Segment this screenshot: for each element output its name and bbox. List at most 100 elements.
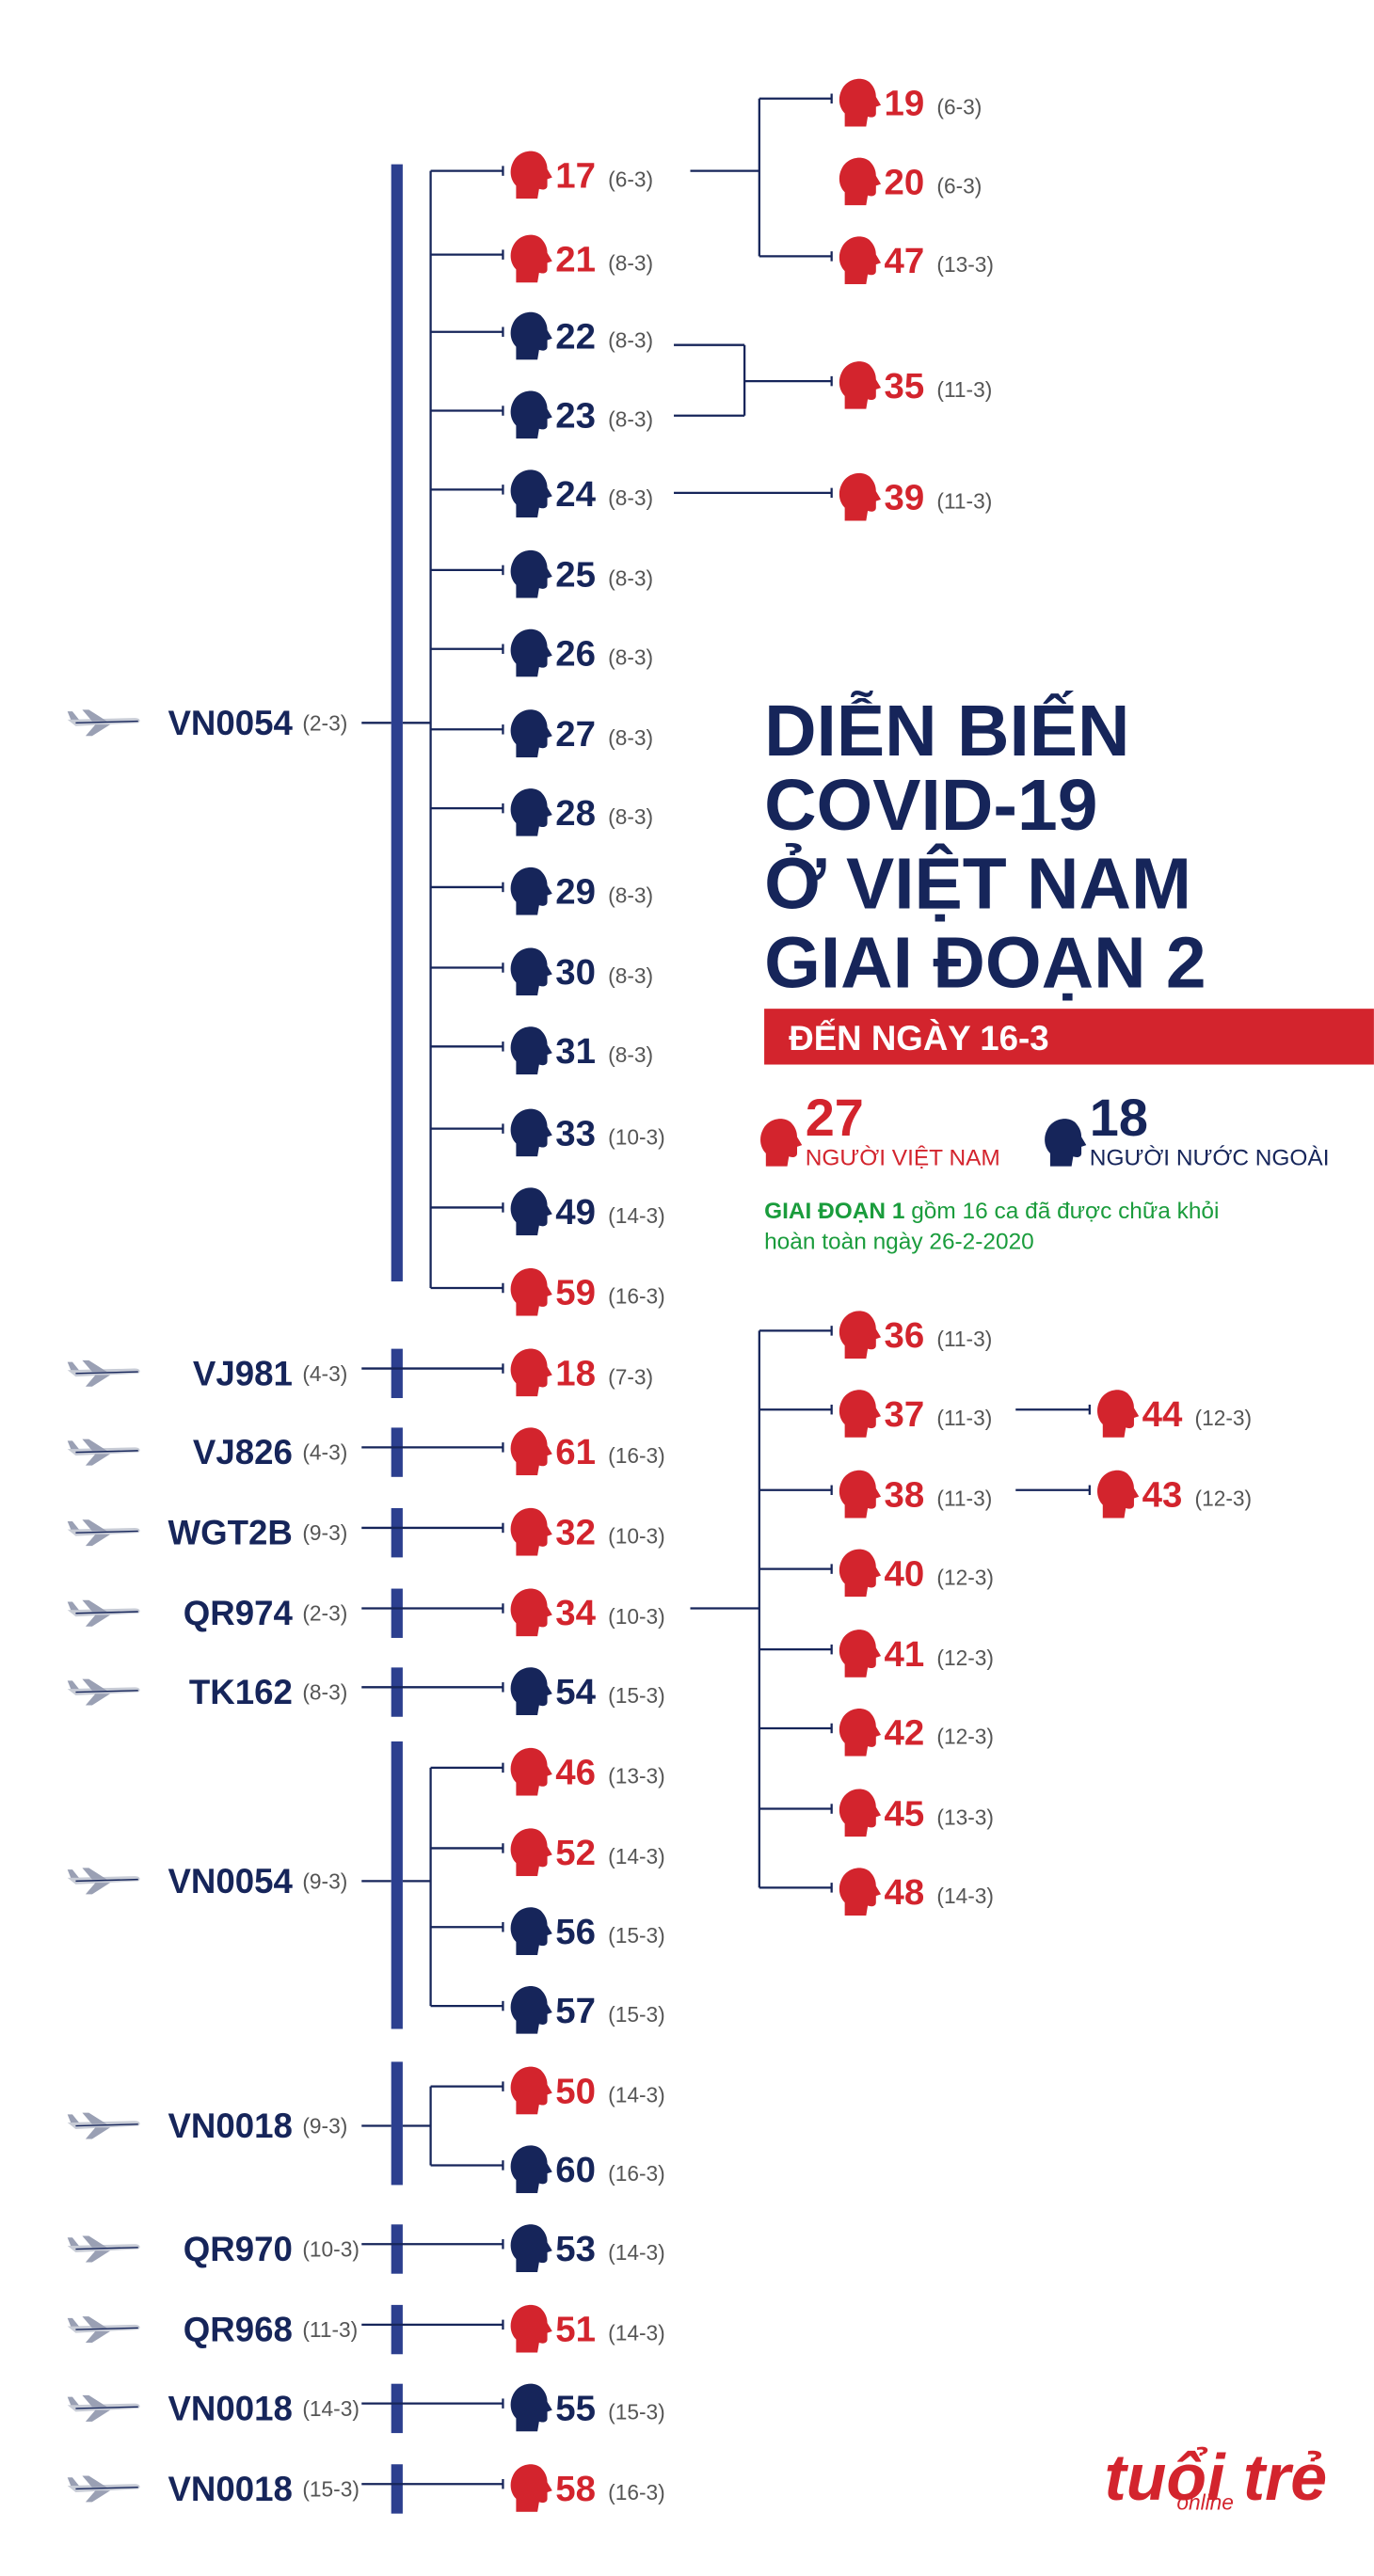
person-icon xyxy=(510,628,552,677)
case-date: (7-3) xyxy=(608,1364,653,1389)
case-number: 24 xyxy=(555,474,596,515)
case-date: (8-3) xyxy=(608,883,653,908)
flight-bar xyxy=(391,2304,403,2355)
case-date: (8-3) xyxy=(608,644,653,669)
flight-date: (10-3) xyxy=(302,2237,359,2262)
legend-icon xyxy=(1045,1119,1087,1167)
case-date: (8-3) xyxy=(608,963,653,988)
person-icon xyxy=(510,151,552,199)
note-bold: GIAI ĐOẠN 1 xyxy=(764,1198,904,1223)
case-number: 59 xyxy=(555,1273,596,1313)
note-text: gồm 16 ca đã được chữa khỏi xyxy=(904,1198,1219,1223)
legend-count: 27 xyxy=(806,1088,864,1147)
flight-bar xyxy=(391,1348,403,1398)
case-date: (13-3) xyxy=(936,252,994,277)
person-icon xyxy=(839,361,882,409)
case-date: (11-3) xyxy=(936,1327,992,1351)
person-icon xyxy=(510,2304,552,2353)
plane-icon xyxy=(66,1360,141,1388)
case-number: 30 xyxy=(555,952,596,993)
flight-date: (4-3) xyxy=(302,1440,347,1465)
case-number: 22 xyxy=(555,316,596,357)
case-date: (11-3) xyxy=(936,489,992,514)
flight-bar xyxy=(391,1667,403,1717)
person-icon xyxy=(510,2383,552,2432)
flight-date: (9-3) xyxy=(302,1868,347,1893)
case-date: (8-3) xyxy=(608,725,653,750)
title-line: Ở VIỆT NAM xyxy=(764,844,1191,925)
plane-icon xyxy=(66,2474,141,2504)
case-date: (14-3) xyxy=(608,2082,665,2107)
person-icon xyxy=(839,157,882,206)
plane-icon xyxy=(66,1678,141,1707)
flight-code: VN0018 xyxy=(168,2470,292,2508)
person-icon xyxy=(510,1747,552,1796)
case-date: (8-3) xyxy=(608,327,653,352)
plane-icon xyxy=(66,2111,141,2140)
case-number: 51 xyxy=(555,2310,596,2350)
case-date: (15-3) xyxy=(608,1923,665,1948)
person-icon xyxy=(839,1390,882,1438)
case-number: 43 xyxy=(1142,1475,1183,1516)
case-date: (8-3) xyxy=(608,566,653,591)
title-line: GIAI ĐOẠN 2 xyxy=(764,922,1206,1003)
flight-date: (9-3) xyxy=(302,2114,347,2139)
flight-code: VJ981 xyxy=(193,1354,293,1392)
case-number: 41 xyxy=(885,1634,925,1675)
plane-icon xyxy=(66,1438,141,1467)
case-date: (14-3) xyxy=(608,1844,665,1868)
person-icon xyxy=(839,1311,882,1360)
case-number: 31 xyxy=(555,1031,596,1072)
case-date: (16-3) xyxy=(608,2480,665,2504)
flight-code: TK162 xyxy=(189,1673,293,1711)
case-number: 40 xyxy=(885,1553,925,1594)
case-date: (8-3) xyxy=(608,1042,653,1067)
case-number: 50 xyxy=(555,2071,596,2111)
person-icon xyxy=(510,2066,552,2115)
case-date: (15-3) xyxy=(608,2002,665,2027)
case-number: 52 xyxy=(555,1833,596,1873)
case-date: (11-3) xyxy=(936,377,992,402)
flight-date: (2-3) xyxy=(302,710,347,735)
case-date: (15-3) xyxy=(608,1683,665,1708)
person-icon xyxy=(510,1108,552,1157)
person-icon xyxy=(839,78,882,127)
title-line: DIỄN BIẾN xyxy=(764,691,1129,771)
case-number: 32 xyxy=(555,1513,596,1553)
person-icon xyxy=(510,1507,552,1556)
plane-icon xyxy=(66,2394,141,2423)
flight-bar xyxy=(391,2224,403,2274)
legend-icon xyxy=(760,1119,803,1167)
flight-bar xyxy=(391,1507,403,1558)
flight-code: QR974 xyxy=(184,1594,294,1632)
case-date: (6-3) xyxy=(936,173,982,198)
person-icon xyxy=(839,1868,882,1916)
case-date: (10-3) xyxy=(608,1124,665,1149)
case-date: (6-3) xyxy=(936,95,982,119)
case-date: (13-3) xyxy=(608,1764,665,1789)
person-icon xyxy=(510,788,552,836)
person-icon xyxy=(839,1708,882,1757)
plane-icon xyxy=(66,1867,141,1896)
case-number: 48 xyxy=(885,1872,925,1913)
person-icon xyxy=(510,311,552,360)
case-number: 23 xyxy=(555,395,596,436)
flight-code: QR970 xyxy=(184,2230,293,2268)
banner xyxy=(764,1009,1374,1065)
person-icon xyxy=(510,1427,552,1476)
case-date: (10-3) xyxy=(608,1524,665,1549)
person-icon xyxy=(510,1267,552,1316)
case-date: (14-3) xyxy=(608,2321,665,2345)
person-icon xyxy=(510,549,552,598)
person-icon xyxy=(839,1470,882,1519)
person-icon xyxy=(839,236,882,285)
case-date: (6-3) xyxy=(608,167,653,191)
person-icon xyxy=(510,1907,552,1955)
logo-sub: online xyxy=(1176,2489,1234,2514)
flight-date: (8-3) xyxy=(302,1680,347,1705)
flight-date: (2-3) xyxy=(302,1601,347,1626)
person-icon xyxy=(510,2464,552,2512)
person-icon xyxy=(510,1026,552,1074)
flight-date: (11-3) xyxy=(302,2317,358,2342)
